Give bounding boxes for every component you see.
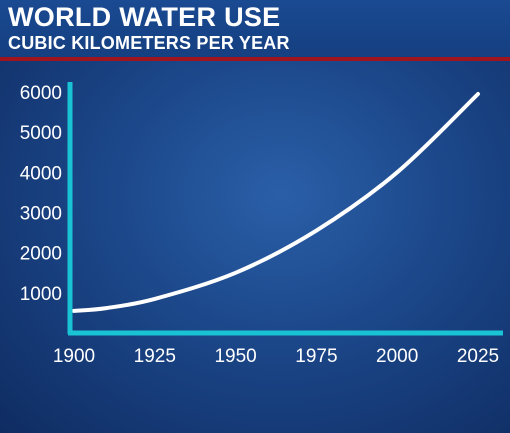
series-line <box>72 92 480 313</box>
x-tick-label: 1925 <box>134 346 176 367</box>
x-tick-label: 1975 <box>295 346 337 367</box>
x-tick-label: 1950 <box>214 346 256 367</box>
y-tick-label: 5000 <box>20 123 62 144</box>
page-title: WORLD WATER USE <box>8 2 281 32</box>
y-tick-label: 4000 <box>20 163 62 184</box>
y-tick-label: 3000 <box>20 204 62 225</box>
accent-bar <box>0 57 510 61</box>
x-tick-label: 2025 <box>457 346 499 367</box>
y-tick-label: 1000 <box>20 284 62 305</box>
header: WORLD WATER USE CUBIC KILOMETERS PER YEA… <box>0 0 510 58</box>
page-subtitle: CUBIC KILOMETERS PER YEAR <box>8 33 290 53</box>
y-tick-label: 6000 <box>20 83 62 104</box>
x-axis-ticks: 1900 1925 1950 1975 2000 2025 <box>53 346 499 367</box>
y-axis-ticks: 1000 2000 3000 4000 5000 6000 <box>20 83 62 305</box>
y-tick-label: 2000 <box>20 244 62 265</box>
x-tick-label: 1900 <box>53 346 95 367</box>
x-tick-label: 2000 <box>376 346 418 367</box>
